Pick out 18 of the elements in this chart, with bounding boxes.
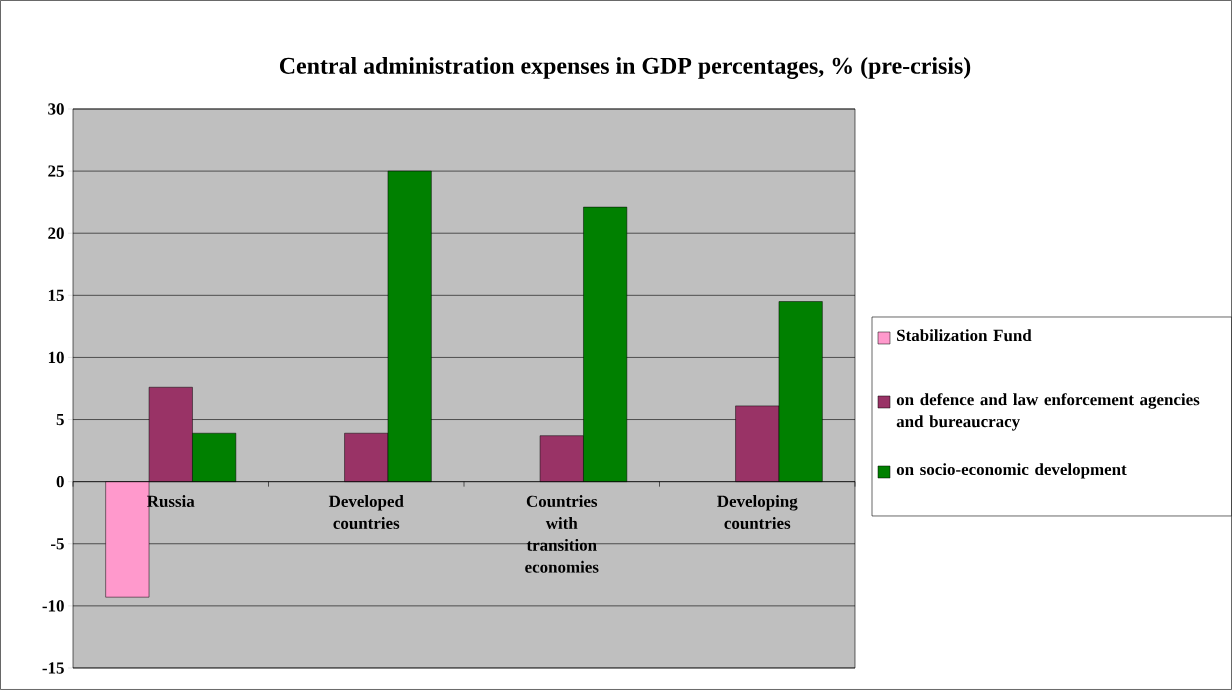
y-tick-label: 0 [56, 475, 64, 488]
y-tick-label: 30 [48, 103, 64, 115]
x-tick-label: Developing countries [717, 495, 798, 529]
legend-label: Stabilization Fund [897, 329, 1032, 342]
y-tick-label: 20 [48, 227, 64, 239]
y-tick-label: -5 [51, 538, 64, 550]
y-tick-label: 5 [56, 413, 64, 426]
y-tick-label: 25 [48, 165, 64, 177]
y-tick-label: -15 [42, 662, 64, 674]
chart-title: Central administration expenses in GDP percentages, % (pre-crisis) [279, 57, 971, 79]
x-tick-label: Developed countries [328, 495, 404, 529]
y-tick-label: 10 [48, 351, 64, 364]
x-tick-label: Countries with transition economies [525, 495, 599, 573]
legend-label: on socio-economic development [896, 463, 1127, 479]
y-tick-label: -10 [42, 600, 64, 612]
x-tick-label: Russia [147, 495, 195, 508]
legend-label: on defence and law enforcement agencies and bureaucracy [896, 393, 1200, 431]
y-tick-label: 15 [48, 289, 64, 301]
